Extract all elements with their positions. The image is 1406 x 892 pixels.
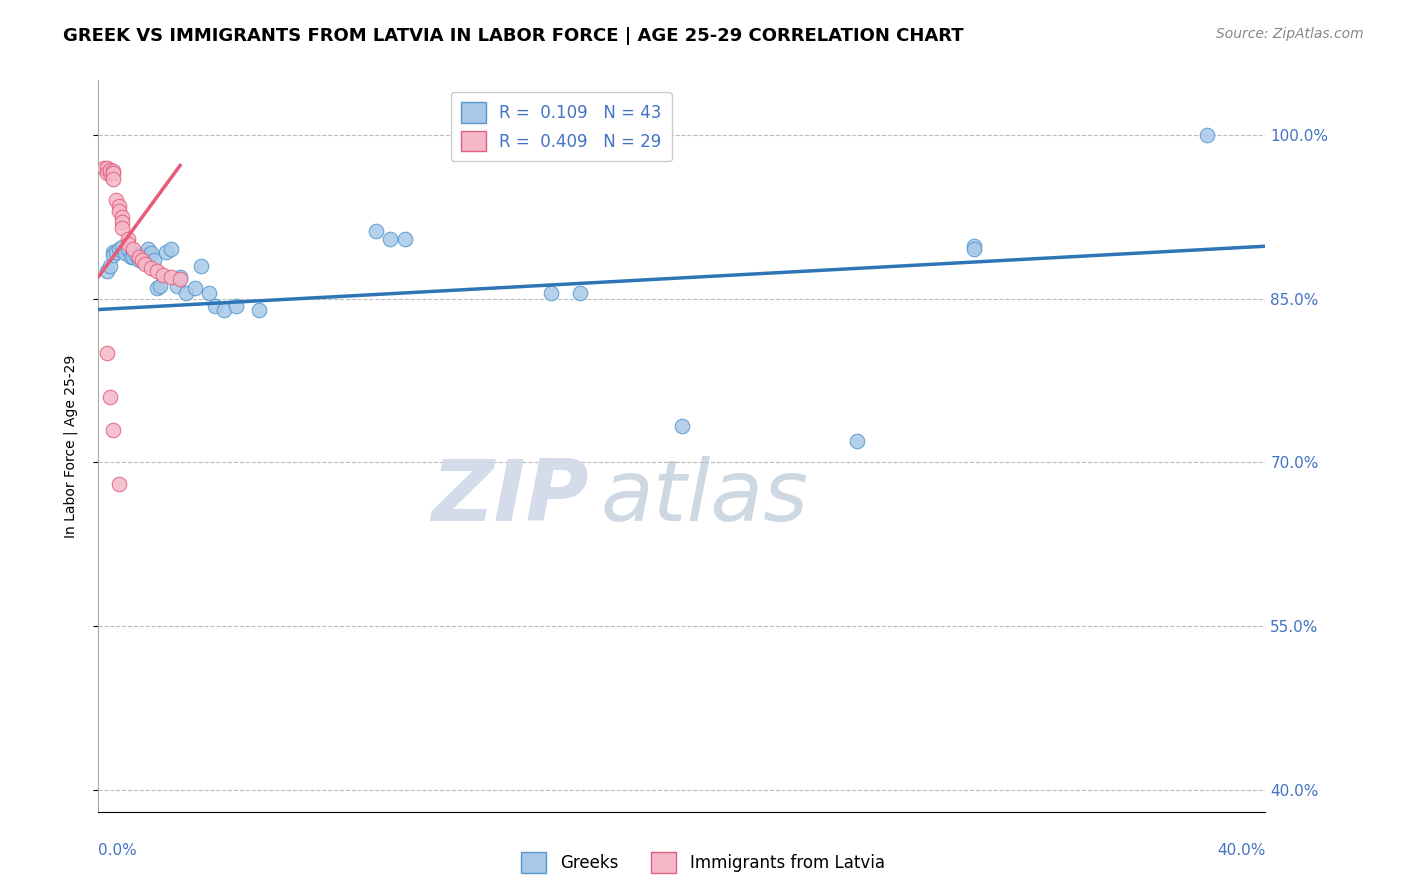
Point [671,419,693,434]
Point [136,243,159,257]
Point [122,250,145,264]
Point [96,264,118,278]
Point [111,220,134,235]
Point [139,245,162,260]
Point [846,434,869,448]
Point [212,302,235,317]
Point [96,161,118,175]
Legend: R =  0.109   N = 43, R =  0.409   N = 29: R = 0.109 N = 43, R = 0.409 N = 29 [451,92,672,161]
Point [139,261,162,276]
Point [169,269,191,284]
Point [108,243,131,257]
Point [540,286,562,301]
Point [174,286,197,301]
Point [111,215,134,229]
Point [142,253,165,268]
Point [101,248,124,262]
Point [104,194,127,208]
Point [104,244,127,259]
Point [380,231,402,245]
Point [962,239,984,253]
Point [108,204,131,219]
Point [128,253,150,268]
Point [117,237,139,252]
Point [134,257,156,271]
Point [364,224,387,238]
Point [108,477,131,491]
Point [160,243,183,257]
Point [183,281,205,295]
Point [117,243,139,257]
Point [98,162,121,177]
Text: GREEK VS IMMIGRANTS FROM LATVIA IN LABOR FORCE | AGE 25-29 CORRELATION CHART: GREEK VS IMMIGRANTS FROM LATVIA IN LABOR… [63,27,965,45]
Text: 0.0%: 0.0% [98,843,138,858]
Point [962,243,984,257]
Point [247,302,270,317]
Text: ZIP: ZIP [430,456,589,539]
Point [155,244,177,259]
Point [146,281,169,295]
Point [152,268,174,282]
Legend: Greeks, Immigrants from Latvia: Greeks, Immigrants from Latvia [515,846,891,880]
Text: 40.0%: 40.0% [1218,843,1265,858]
Point [190,259,212,273]
Point [101,244,124,259]
Point [166,278,188,293]
Point [117,231,139,245]
Point [128,250,150,264]
Point [198,286,221,301]
Point [93,161,115,175]
Point [96,166,118,180]
Point [101,423,124,437]
Point [120,250,142,264]
Point [394,231,416,245]
Point [98,390,121,404]
Point [134,248,156,262]
Point [101,171,124,186]
Point [101,164,124,178]
Y-axis label: In Labor Force | Age 25-29: In Labor Force | Age 25-29 [63,354,77,538]
Text: atlas: atlas [600,456,808,539]
Point [101,166,124,180]
Point [114,245,136,260]
Point [131,253,153,268]
Point [1195,128,1218,142]
Point [122,245,145,260]
Text: Source: ZipAtlas.com: Source: ZipAtlas.com [1216,27,1364,41]
Point [225,299,247,313]
Point [131,250,153,264]
Point [96,346,118,360]
Point [98,259,121,273]
Point [125,248,148,262]
Point [204,299,226,313]
Point [122,243,145,257]
Point [149,278,172,293]
Point [108,199,131,213]
Point [111,210,134,224]
Point [146,264,169,278]
Point [568,286,591,301]
Point [98,166,121,180]
Point [111,240,134,254]
Point [160,269,183,284]
Point [169,272,191,286]
